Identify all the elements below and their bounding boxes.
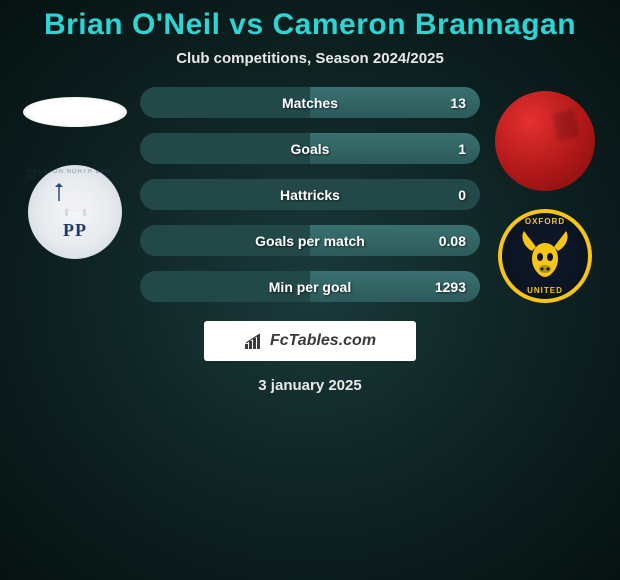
lamb-icon bbox=[47, 183, 103, 217]
date-text: 3 january 2025 bbox=[258, 377, 361, 394]
left-club-logo: PRESTON NORTH END FC PP bbox=[28, 165, 122, 259]
ox-head-icon bbox=[510, 221, 580, 291]
page-title: Brian O'Neil vs Cameron Brannagan bbox=[44, 8, 576, 42]
bars-icon bbox=[244, 332, 266, 350]
comparison-card: Brian O'Neil vs Cameron Brannagan Club c… bbox=[0, 0, 620, 394]
season-subtitle: Club competitions, Season 2024/2025 bbox=[176, 50, 444, 67]
stat-row: Goals1 bbox=[140, 133, 480, 164]
left-player-column: PRESTON NORTH END FC PP bbox=[20, 87, 130, 259]
stat-row: Hattricks0 bbox=[140, 179, 480, 210]
stat-label: Goals bbox=[140, 141, 480, 157]
stat-row: Min per goal1293 bbox=[140, 271, 480, 302]
left-player-photo bbox=[23, 97, 127, 127]
oxford-top-text: OXFORD bbox=[525, 217, 565, 226]
right-player-photo bbox=[495, 91, 595, 191]
stat-row: Matches13 bbox=[140, 87, 480, 118]
preston-ring-text: PRESTON NORTH END FC bbox=[28, 169, 122, 181]
stat-row: Goals per match0.08 bbox=[140, 225, 480, 256]
stat-label: Hattricks bbox=[140, 187, 480, 203]
watermark: FcTables.com bbox=[204, 321, 416, 361]
right-player-column: OXFORD UNITED bbox=[490, 87, 600, 303]
stat-label: Matches bbox=[140, 95, 480, 111]
stat-label: Min per goal bbox=[140, 279, 480, 295]
stat-label: Goals per match bbox=[140, 233, 480, 249]
content-row: PRESTON NORTH END FC PP Matches13 Goals1 H… bbox=[0, 87, 620, 303]
preston-pp-text: PP bbox=[63, 220, 87, 241]
watermark-text: FcTables.com bbox=[270, 332, 376, 350]
right-club-logo: OXFORD UNITED bbox=[498, 209, 592, 303]
oxford-bottom-text: UNITED bbox=[527, 286, 563, 295]
stat-bars: Matches13 Goals1 Hattricks0 Goals per match… bbox=[140, 87, 480, 302]
